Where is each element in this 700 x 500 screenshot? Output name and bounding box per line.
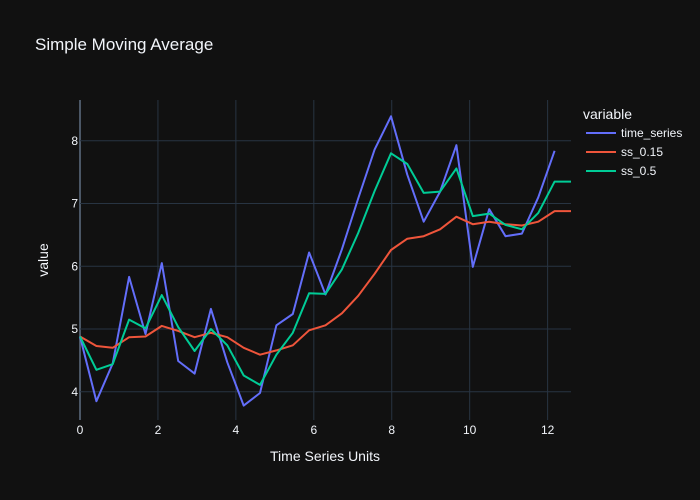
y-axis-label: value <box>35 243 51 277</box>
series-line-ss_0.15 <box>79 210 571 356</box>
x-tick-label: 4 <box>233 423 240 437</box>
y-tick-label: 8 <box>71 134 78 148</box>
x-tick-label: 10 <box>463 423 477 437</box>
tick-labels: 0 2 4 6 8 10 12 4 5 6 7 8 <box>71 134 554 437</box>
y-tick-label: 7 <box>71 197 78 211</box>
x-tick-label: 12 <box>541 423 555 437</box>
x-tick-label: 8 <box>388 423 395 437</box>
grid <box>79 100 571 420</box>
x-axis-label: Time Series Units <box>270 448 380 464</box>
series-line-time_series <box>79 115 556 407</box>
y-tick-label: 5 <box>71 322 78 336</box>
legend-title: variable <box>583 106 632 122</box>
legend-label: ss_0.5 <box>621 164 657 178</box>
legend: variable time_series ss_0.15 ss_0.5 <box>583 106 682 178</box>
series-layer <box>79 115 571 407</box>
y-tick-label: 6 <box>71 259 78 273</box>
x-tick-label: 0 <box>77 423 84 437</box>
legend-label: time_series <box>621 126 682 140</box>
x-tick-label: 6 <box>310 423 317 437</box>
legend-label: ss_0.15 <box>621 145 663 159</box>
series-line-ss_0.5 <box>79 152 571 386</box>
chart-title: Simple Moving Average <box>35 35 213 54</box>
y-tick-label: 4 <box>71 385 78 399</box>
x-tick-label: 2 <box>155 423 162 437</box>
